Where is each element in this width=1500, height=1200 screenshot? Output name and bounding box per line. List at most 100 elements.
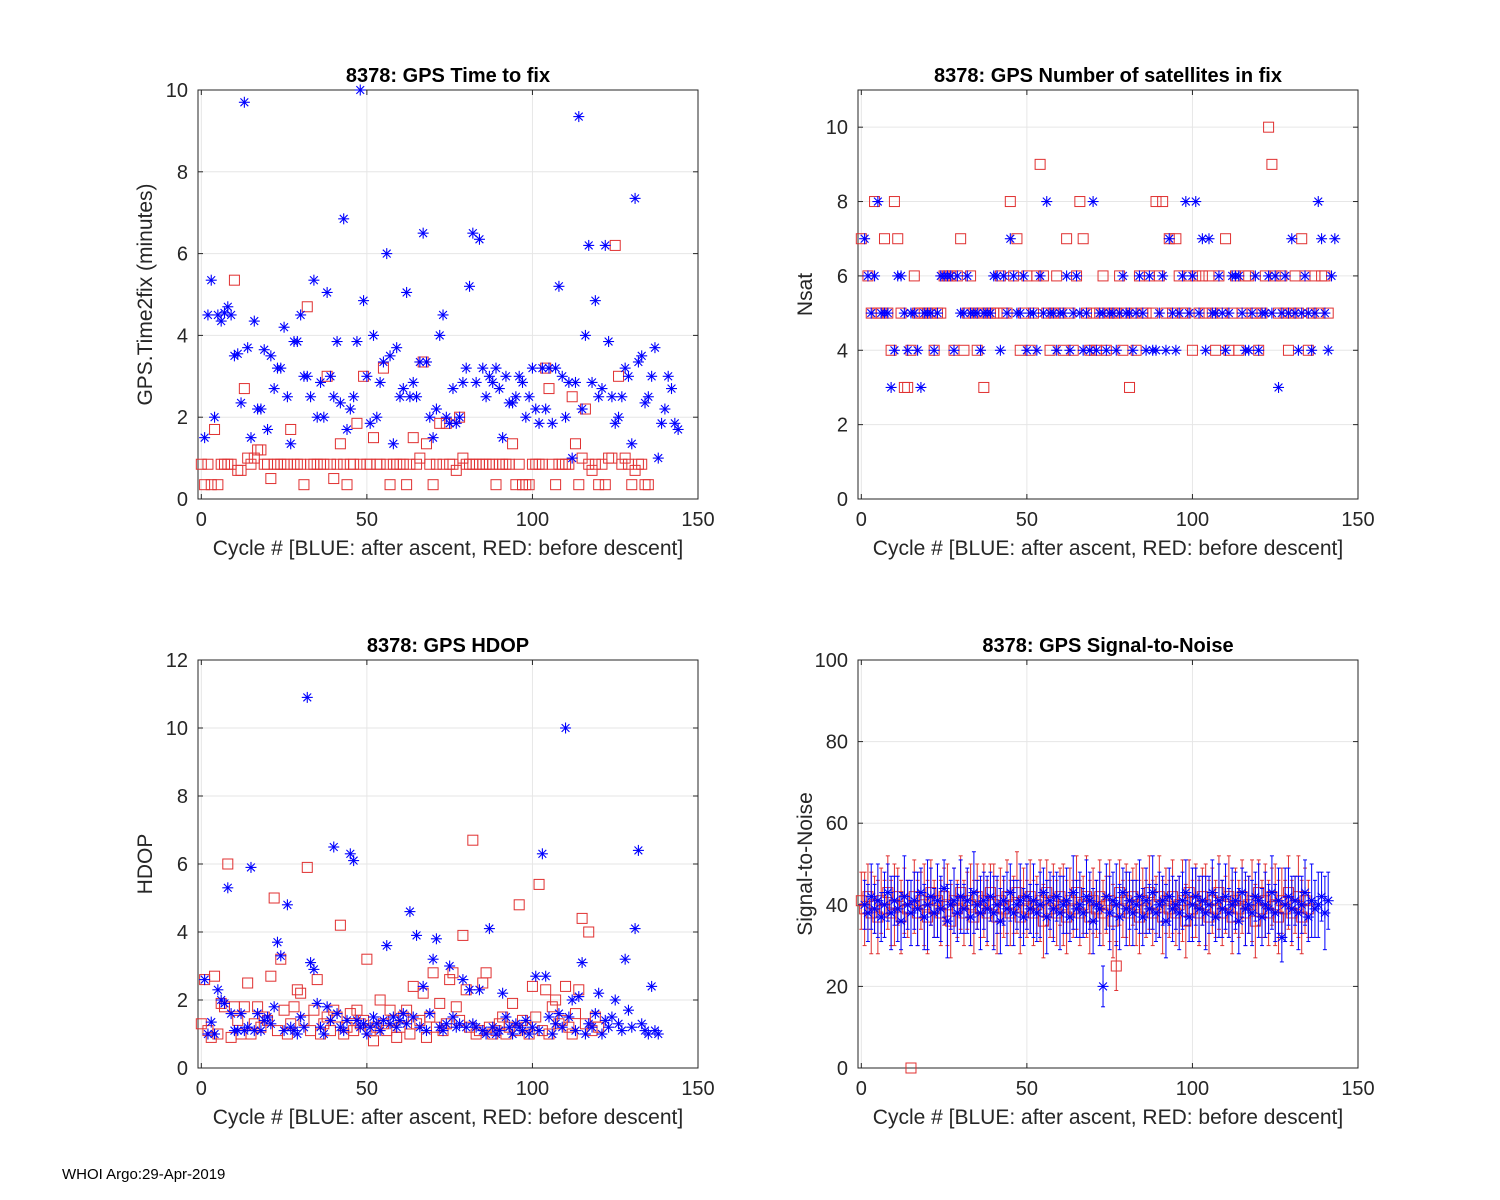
data-point-asterisk [513, 370, 525, 382]
asterisk-stroke [233, 1026, 243, 1035]
asterisk-stroke [249, 1026, 259, 1035]
asterisk-stroke [1320, 308, 1330, 318]
x-tick-label: 50 [356, 509, 378, 531]
asterisk-stroke [203, 1029, 213, 1039]
data-point-asterisk [324, 370, 336, 382]
asterisk-stroke [1168, 308, 1177, 318]
y-tick-label: 6 [177, 244, 188, 266]
data-point-asterisk [301, 370, 313, 382]
data-point-asterisk [411, 391, 423, 403]
data-point-asterisk [440, 1018, 452, 1030]
data-point-asterisk [1233, 915, 1245, 927]
data-point-asterisk [1124, 895, 1136, 907]
data-point-asterisk [430, 933, 442, 945]
data-point-asterisk [1037, 887, 1049, 899]
data-point-asterisk [1329, 233, 1341, 245]
asterisk-stroke [574, 112, 584, 121]
data-point-asterisk [252, 1008, 264, 1020]
asterisk-stroke [465, 985, 474, 995]
data-point-square [619, 452, 631, 464]
data-point-asterisk [616, 391, 628, 403]
asterisk-stroke [1145, 271, 1154, 281]
asterisk-stroke [614, 1019, 623, 1029]
asterisk-stroke [256, 1026, 266, 1035]
chart-title: 8378: GPS Time to fix [346, 65, 550, 87]
asterisk-stroke [1221, 892, 1230, 901]
asterisk-stroke [1065, 345, 1075, 355]
y-tick-label: 10 [166, 80, 188, 102]
asterisk-stroke [1323, 345, 1333, 355]
data-point-square [450, 1001, 462, 1013]
data-point-asterisk [576, 957, 588, 969]
data-point-asterisk [483, 370, 495, 382]
data-point-square [331, 458, 343, 470]
data-point-asterisk [1064, 344, 1076, 356]
asterisk-stroke [886, 383, 896, 392]
data-point-square [892, 233, 904, 245]
data-point-square [245, 458, 257, 470]
data-point-asterisk [305, 391, 317, 403]
data-point-asterisk [265, 350, 277, 362]
data-point-asterisk [477, 362, 489, 374]
y-tick-label: 12 [166, 650, 188, 672]
data-point-asterisk [447, 1011, 459, 1023]
data-point-asterisk [401, 1018, 413, 1030]
asterisk-stroke [1019, 271, 1028, 281]
data-point-asterisk [255, 403, 267, 415]
asterisk-stroke [886, 908, 896, 918]
data-point-asterisk [202, 309, 214, 321]
asterisk-stroke [349, 856, 358, 865]
asterisk-stroke [571, 378, 580, 387]
asterisk-stroke [587, 378, 597, 387]
asterisk-stroke [1095, 904, 1105, 914]
data-point-asterisk [338, 1025, 350, 1037]
asterisk-stroke [524, 1029, 534, 1039]
data-point-asterisk [371, 411, 383, 423]
data-point-asterisk [888, 344, 900, 356]
asterisk-stroke [1270, 271, 1280, 281]
data-point-asterisk [606, 391, 618, 403]
asterisk-stroke [962, 896, 972, 906]
data-point-asterisk [579, 1028, 591, 1040]
data-point-asterisk [1067, 887, 1079, 899]
asterisk-stroke [1208, 888, 1217, 897]
data-point-square [311, 974, 323, 986]
asterisk-stroke [538, 363, 547, 373]
data-point-square [543, 383, 555, 395]
data-point-asterisk [1074, 899, 1086, 911]
data-point-asterisk [523, 391, 535, 403]
data-point-asterisk [298, 1021, 310, 1033]
asterisk-stroke [597, 1029, 607, 1039]
data-point-asterisk [1018, 270, 1030, 282]
asterisk-stroke [1224, 908, 1234, 918]
asterisk-stroke [548, 419, 557, 428]
asterisk-stroke [1198, 234, 1207, 244]
asterisk-stroke [594, 392, 603, 402]
asterisk-stroke [269, 384, 279, 393]
data-point-asterisk [1117, 887, 1129, 899]
data-point-asterisk [1041, 196, 1053, 208]
data-point-asterisk [1322, 895, 1334, 907]
asterisk-stroke [986, 308, 995, 318]
asterisk-stroke [451, 419, 461, 428]
asterisk-stroke [1221, 345, 1230, 355]
asterisk-stroke [475, 234, 484, 244]
asterisk-stroke [359, 1019, 368, 1029]
data-point-asterisk [1319, 907, 1331, 919]
data-point-asterisk [308, 274, 320, 286]
data-point-asterisk [1077, 907, 1089, 919]
x-tick-label: 150 [681, 1078, 714, 1100]
asterisk-stroke [986, 892, 995, 901]
data-point-asterisk [1061, 270, 1073, 282]
data-point-asterisk [218, 307, 230, 319]
data-point-asterisk [1279, 899, 1291, 911]
data-point-asterisk [414, 356, 426, 368]
data-point-asterisk [1080, 307, 1092, 319]
data-point-asterisk [450, 417, 462, 429]
data-point-asterisk [1117, 270, 1129, 282]
asterisk-stroke [1105, 908, 1114, 918]
data-point-asterisk [520, 1014, 532, 1026]
asterisk-stroke [206, 275, 216, 285]
data-point-asterisk [563, 1011, 575, 1023]
data-point-asterisk [935, 903, 947, 915]
